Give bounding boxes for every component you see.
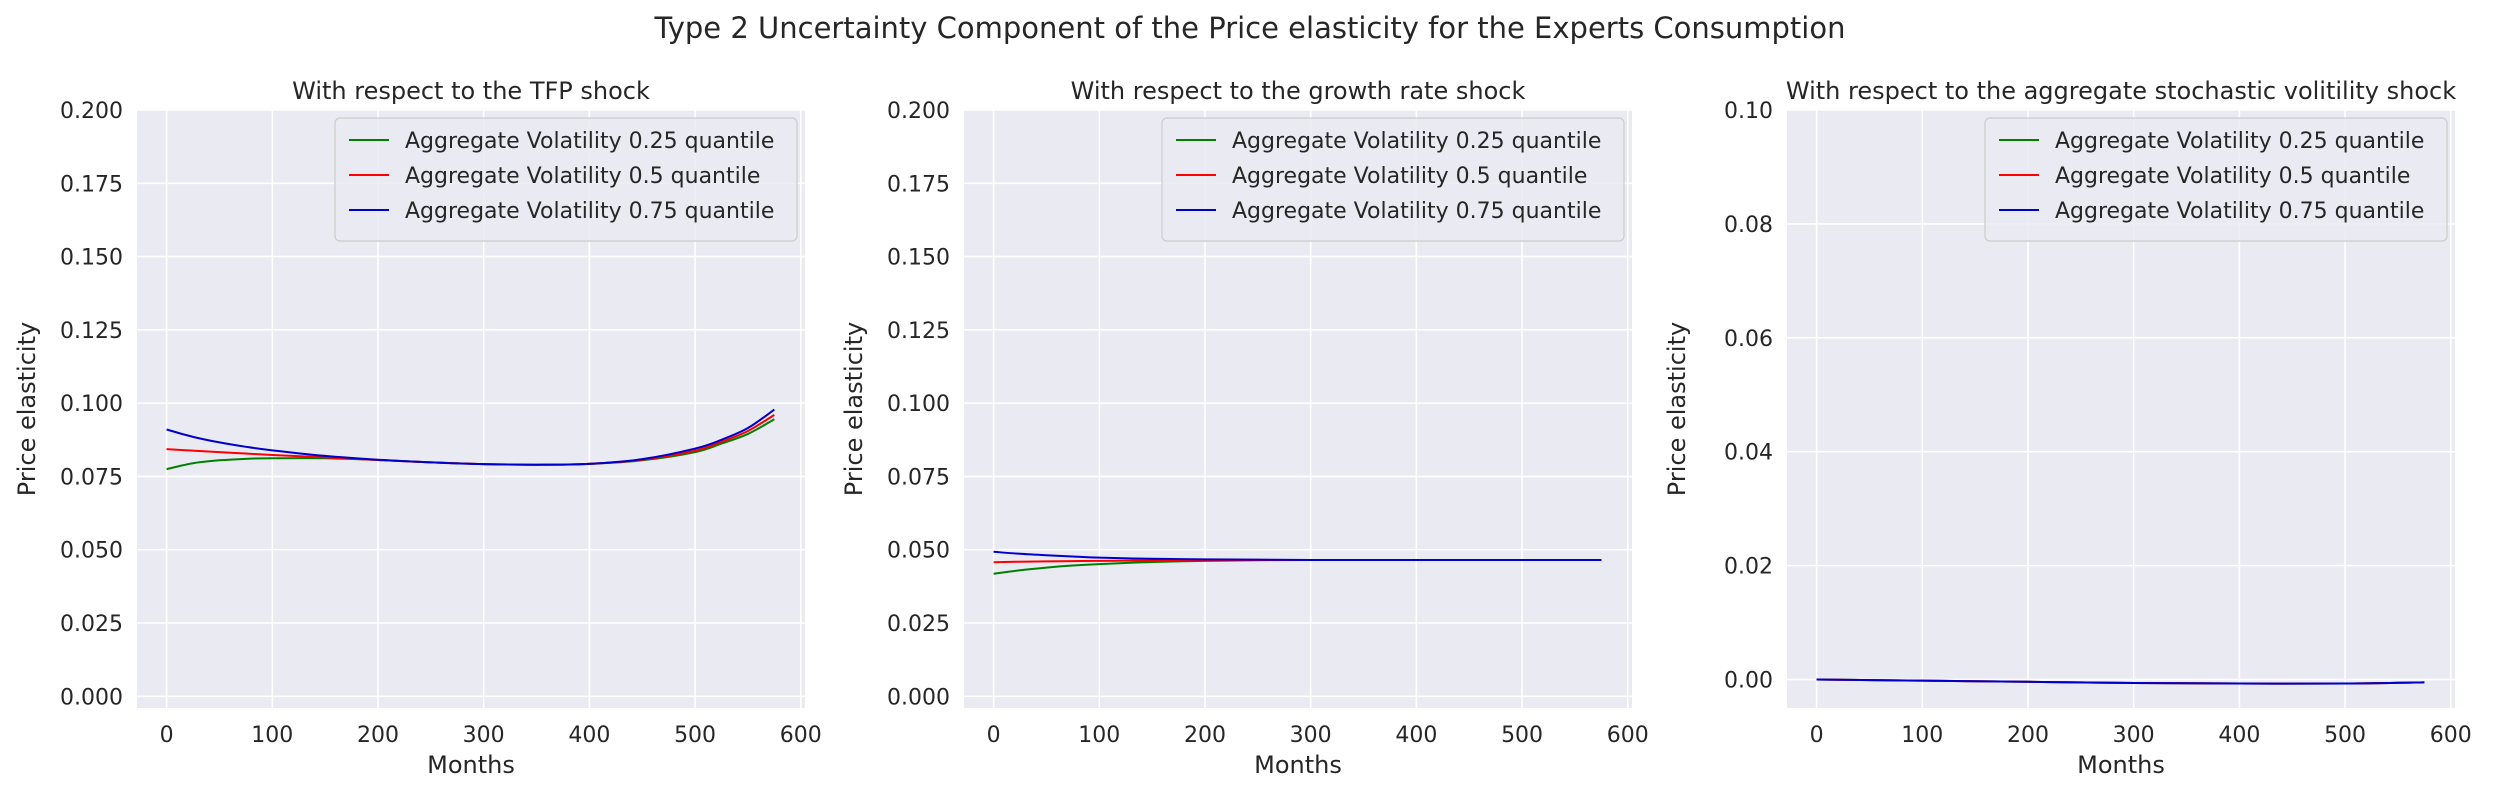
y-tick-label: 0.050 — [60, 539, 123, 564]
y-tick-label: 0.175 — [60, 172, 123, 197]
x-tick-label: 400 — [568, 723, 610, 748]
y-tick-label: 0.10 — [1724, 99, 1773, 124]
series-line-3 — [993, 550, 1602, 561]
y-tick-label: 0.150 — [887, 246, 950, 271]
x-tick-label: 600 — [2430, 723, 2472, 748]
x-tick-label: 300 — [2113, 723, 2155, 748]
panel-1: 0 100 200 300 400 500 600 0.000 0.025 0.050 0.075 0… — [13, 77, 822, 779]
legend-entry: Aggregate Volatility 0.25 quantile — [405, 129, 774, 154]
panel-title: With respect to the growth rate shock — [1071, 77, 1526, 105]
x-tick-label: 200 — [1184, 723, 1226, 748]
y-tick-label: 0.00 — [1724, 669, 1773, 694]
y-tick-label: 0.100 — [60, 392, 123, 417]
x-tick-label: 200 — [357, 723, 399, 748]
y-tick-label: 0.025 — [887, 612, 950, 637]
x-tick-label: 600 — [780, 723, 822, 748]
legend-box — [1161, 117, 1625, 242]
x-tick-label: 400 — [1395, 723, 1437, 748]
y-tick-label: 0.06 — [1724, 327, 1773, 352]
legend-entry: Aggregate Volatility 0.75 quantile — [1232, 199, 1601, 224]
series-line-3 — [166, 408, 775, 466]
legend-entry: Aggregate Volatility 0.75 quantile — [405, 199, 774, 224]
x-axis-label: Months — [2077, 751, 2165, 779]
y-axis-label: Price elasticity — [13, 322, 41, 496]
x-axis-label: Months — [427, 751, 515, 779]
legend-entry: Aggregate Volatility 0.5 quantile — [405, 164, 760, 189]
y-tick-label: 0.200 — [887, 99, 950, 124]
legend-entry: Aggregate Volatility 0.75 quantile — [2055, 199, 2424, 224]
x-tick-label: 300 — [1290, 723, 1332, 748]
y-tick-label: 0.125 — [60, 319, 123, 344]
series-line-3 — [1816, 678, 2425, 685]
y-tick-label: 0.125 — [887, 319, 950, 344]
y-tick-label: 0.050 — [887, 539, 950, 564]
y-tick-label: 0.150 — [60, 246, 123, 271]
x-tick-label: 0 — [987, 723, 1001, 748]
y-tick-label: 0.200 — [60, 99, 123, 124]
y-tick-label: 0.075 — [60, 465, 123, 490]
legend-entry: Aggregate Volatility 0.25 quantile — [2055, 129, 2424, 154]
panel-title: With respect to the TFP shock — [292, 77, 650, 105]
y-tick-label: 0.100 — [887, 392, 950, 417]
y-axis-label: Price elasticity — [1663, 322, 1691, 496]
y-tick-label: 0.075 — [887, 465, 950, 490]
x-tick-label: 100 — [251, 723, 293, 748]
x-tick-label: 0 — [160, 723, 174, 748]
x-tick-label: 200 — [2007, 723, 2049, 748]
y-tick-label: 0.04 — [1724, 441, 1773, 466]
x-tick-label: 100 — [1078, 723, 1120, 748]
x-tick-label: 400 — [2218, 723, 2260, 748]
panel-title: With respect to the aggregate stochastic… — [1786, 77, 2456, 105]
x-tick-label: 600 — [1607, 723, 1649, 748]
legend-box — [1984, 117, 2448, 242]
y-tick-label: 0.000 — [887, 685, 950, 710]
panel-2: 0 100 200 300 400 500 600 0.000 0.025 0.050 0.075 0… — [840, 77, 1649, 779]
x-tick-label: 0 — [1810, 723, 1824, 748]
y-tick-label: 0.000 — [60, 685, 123, 710]
figure-title: Type 2 Uncertainty Component of the Pric… — [654, 11, 1846, 45]
y-tick-label: 0.025 — [60, 612, 123, 637]
panel-3: 0 100 200 300 400 500 600 0.00 0.02 0.04 0.06 0.08 0… — [1663, 77, 2472, 779]
x-tick-label: 500 — [1501, 723, 1543, 748]
y-tick-label: 0.02 — [1724, 555, 1773, 580]
legend-entry: Aggregate Volatility 0.25 quantile — [1232, 129, 1601, 154]
x-tick-label: 100 — [1901, 723, 1943, 748]
legend-entry: Aggregate Volatility 0.5 quantile — [2055, 164, 2410, 189]
legend-box — [334, 117, 798, 242]
x-axis-label: Months — [1254, 751, 1342, 779]
x-tick-label: 500 — [2324, 723, 2366, 748]
x-tick-label: 300 — [463, 723, 505, 748]
y-tick-label: 0.08 — [1724, 213, 1773, 238]
y-tick-label: 0.175 — [887, 172, 950, 197]
legend-entry: Aggregate Volatility 0.5 quantile — [1232, 164, 1587, 189]
y-axis-label: Price elasticity — [840, 322, 868, 496]
x-tick-label: 500 — [674, 723, 716, 748]
